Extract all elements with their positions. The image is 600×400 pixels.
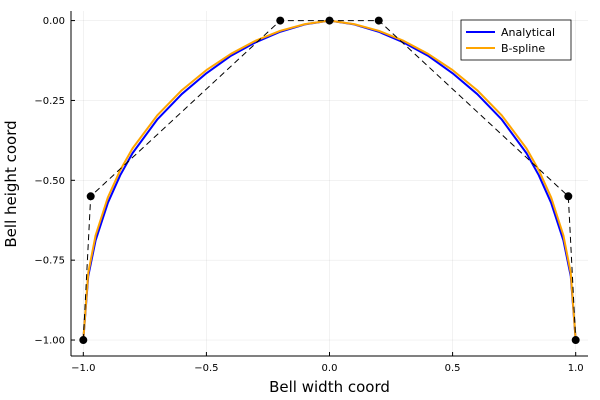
control-point-marker	[564, 192, 573, 201]
legend-box	[460, 19, 572, 61]
y-tick-label: 0.00	[43, 16, 65, 27]
control-point-marker	[86, 192, 95, 201]
x-axis: −1.0 −0.5 0.0 0.5 1.0	[71, 352, 584, 374]
legend: Analytical B-spline	[460, 19, 572, 61]
y-axis: 0.00 −0.25 −0.50 −0.75 −1.00	[34, 16, 75, 347]
plot-series	[79, 16, 580, 345]
x-axis-title: Bell width coord	[269, 378, 390, 396]
legend-label: Analytical	[501, 26, 555, 39]
y-tick-label: −0.75	[34, 256, 65, 267]
control-point-marker	[374, 16, 383, 25]
control-point-marker	[325, 16, 334, 25]
x-tick-label: 0.0	[322, 363, 338, 374]
y-tick-label: −1.00	[34, 336, 65, 347]
legend-label: B-spline	[501, 42, 545, 55]
x-tick-label: −0.5	[194, 363, 218, 374]
control-point-marker	[571, 336, 580, 345]
x-tick-label: 1.0	[568, 363, 584, 374]
y-axis-title: Bell height coord	[2, 120, 20, 247]
x-tick-label: 0.5	[445, 363, 461, 374]
control-point-marker	[276, 16, 285, 25]
y-tick-label: −0.25	[34, 96, 65, 107]
y-tick-label: −0.50	[34, 176, 65, 187]
control-point-marker	[79, 336, 88, 345]
x-tick-label: −1.0	[71, 363, 95, 374]
